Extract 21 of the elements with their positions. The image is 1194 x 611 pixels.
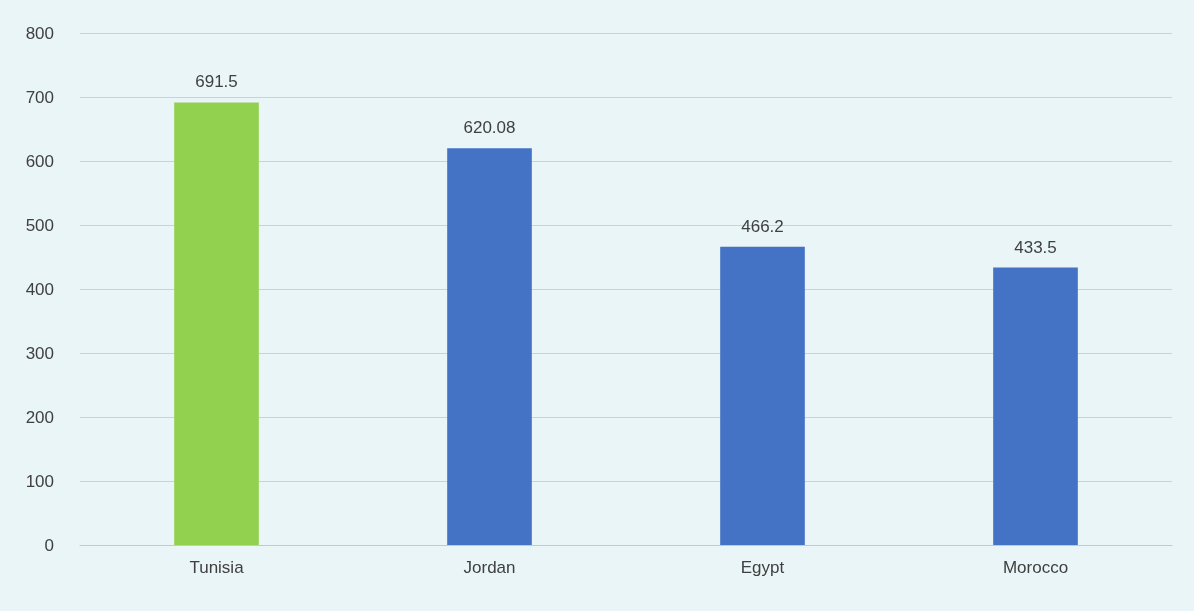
y-tick-label: 800 xyxy=(25,23,54,43)
y-tick-label: 100 xyxy=(25,471,54,491)
y-tick-label: 500 xyxy=(25,215,54,235)
y-tick-label: 300 xyxy=(25,343,54,363)
bar xyxy=(174,102,259,545)
y-tick-label: 0 xyxy=(44,535,54,555)
x-tick-label: Egypt xyxy=(740,558,785,577)
y-tick-label: 600 xyxy=(25,151,54,171)
data-label: 691.5 xyxy=(195,72,238,92)
data-label: 433.5 xyxy=(1014,237,1057,257)
y-tick-label: 700 xyxy=(25,87,54,107)
x-tick-label: Jordan xyxy=(463,558,516,577)
bar xyxy=(447,148,532,545)
x-tick-label: Tunisia xyxy=(189,558,245,577)
bar xyxy=(720,246,805,545)
y-tick-label: 200 xyxy=(25,407,54,427)
bar xyxy=(993,267,1078,545)
x-tick-label: Morocco xyxy=(1002,558,1069,577)
data-label: 466.2 xyxy=(741,216,784,236)
y-tick-label: 400 xyxy=(25,279,54,299)
data-label: 620.08 xyxy=(463,118,516,138)
